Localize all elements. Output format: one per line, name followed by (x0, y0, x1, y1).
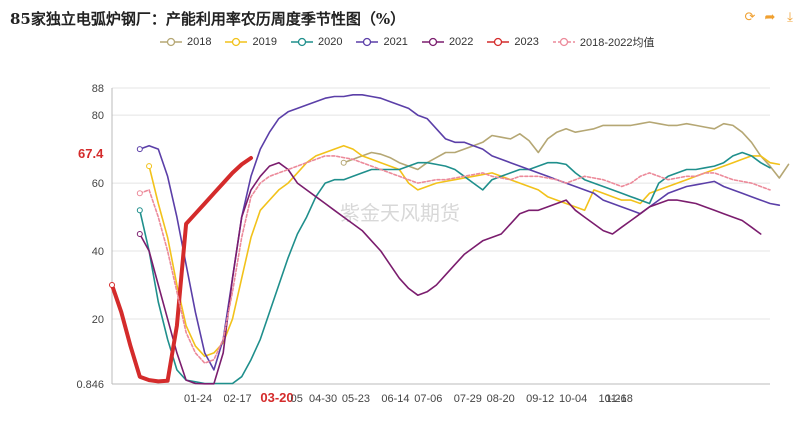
watermark: 紫金天风期货 (340, 201, 460, 225)
series-start-point (136, 190, 143, 197)
current-value-label: 67.4 (78, 146, 104, 161)
legend-label: 2018 (187, 36, 212, 48)
x-tick-label: 02-17 (223, 393, 251, 405)
x-tick-label: 07-06 (414, 393, 442, 405)
x-tick-label: 06-14 (381, 393, 409, 405)
series-start-point (136, 146, 143, 153)
series-line-2021 (139, 94, 781, 371)
legend-swatch-icon (552, 37, 575, 47)
x-tick-label: 10-04 (559, 393, 587, 405)
legend-item[interactable]: 2019 (225, 34, 277, 50)
chart-toolbar: ⟳ ➦ ⤓ (743, 10, 797, 24)
series-start-point (136, 207, 143, 214)
series-start-point (136, 231, 143, 238)
chart-legend: 2018 2019 2020 2021 2022 2023 2018-2022均值 (160, 34, 655, 50)
legend-item[interactable]: 2020 (290, 34, 343, 50)
series-line-2018-2022均值 (139, 155, 771, 364)
y-tick-label: 0.846 (76, 379, 104, 391)
y-tick-label: 40 (92, 246, 104, 258)
series-line-2023 (110, 156, 253, 384)
legend-label: 2018-2022均值 (579, 37, 655, 49)
series-line-2019 (148, 144, 781, 358)
legend-swatch-icon (421, 37, 444, 47)
legend-item[interactable]: 2021 (356, 34, 408, 50)
legend-swatch-icon (160, 37, 182, 47)
legend-swatch-icon (356, 37, 379, 47)
legend-item[interactable]: 2022 (421, 34, 474, 50)
series-start-point (146, 163, 153, 170)
legend-label: 2022 (448, 36, 474, 48)
share-icon[interactable]: ➦ (764, 9, 776, 24)
legend-label: 2021 (383, 36, 408, 48)
legend-item[interactable]: 2018-2022均值 (552, 34, 655, 50)
y-tick-label: 88 (92, 83, 104, 95)
x-tick-label: 01-24 (184, 393, 212, 405)
x-tick-label: 11-18 (606, 393, 633, 405)
legend-label: 2020 (317, 36, 343, 48)
legend-label: 2019 (252, 36, 277, 48)
legend-swatch-icon (290, 37, 313, 47)
y-tick-label: 20 (92, 314, 104, 326)
series-start-point (109, 281, 115, 288)
series-line-2018 (342, 121, 790, 179)
y-tick-label: 60 (92, 178, 104, 190)
x-tick-label-highlight: 03-20 (260, 390, 293, 405)
x-tick-label: 05 (291, 393, 303, 405)
x-tick-label: 09-12 (526, 393, 554, 405)
legend-label: 2023 (514, 36, 539, 48)
refresh-icon[interactable]: ⟳ (744, 9, 756, 24)
download-icon[interactable]: ⤓ (787, 9, 793, 24)
legend-swatch-icon (487, 37, 510, 47)
y-tick-label: 80 (92, 110, 104, 122)
chart-title: 85家独立电弧炉钢厂：产能利用率农历周度季节性图（%） (10, 10, 406, 28)
legend-item[interactable]: 2018 (160, 34, 211, 50)
x-tick-label: 04-30 (309, 393, 337, 405)
x-tick-label: 10-26 (599, 393, 627, 405)
x-tick-label: 05-23 (342, 393, 370, 405)
legend-item[interactable]: 2023 (487, 34, 539, 50)
x-tick-label: 08-20 (487, 393, 515, 405)
legend-swatch-icon (225, 37, 248, 47)
x-tick-label: 07-29 (454, 393, 482, 405)
series-line-2022 (139, 161, 762, 385)
series-start-point (340, 159, 347, 166)
